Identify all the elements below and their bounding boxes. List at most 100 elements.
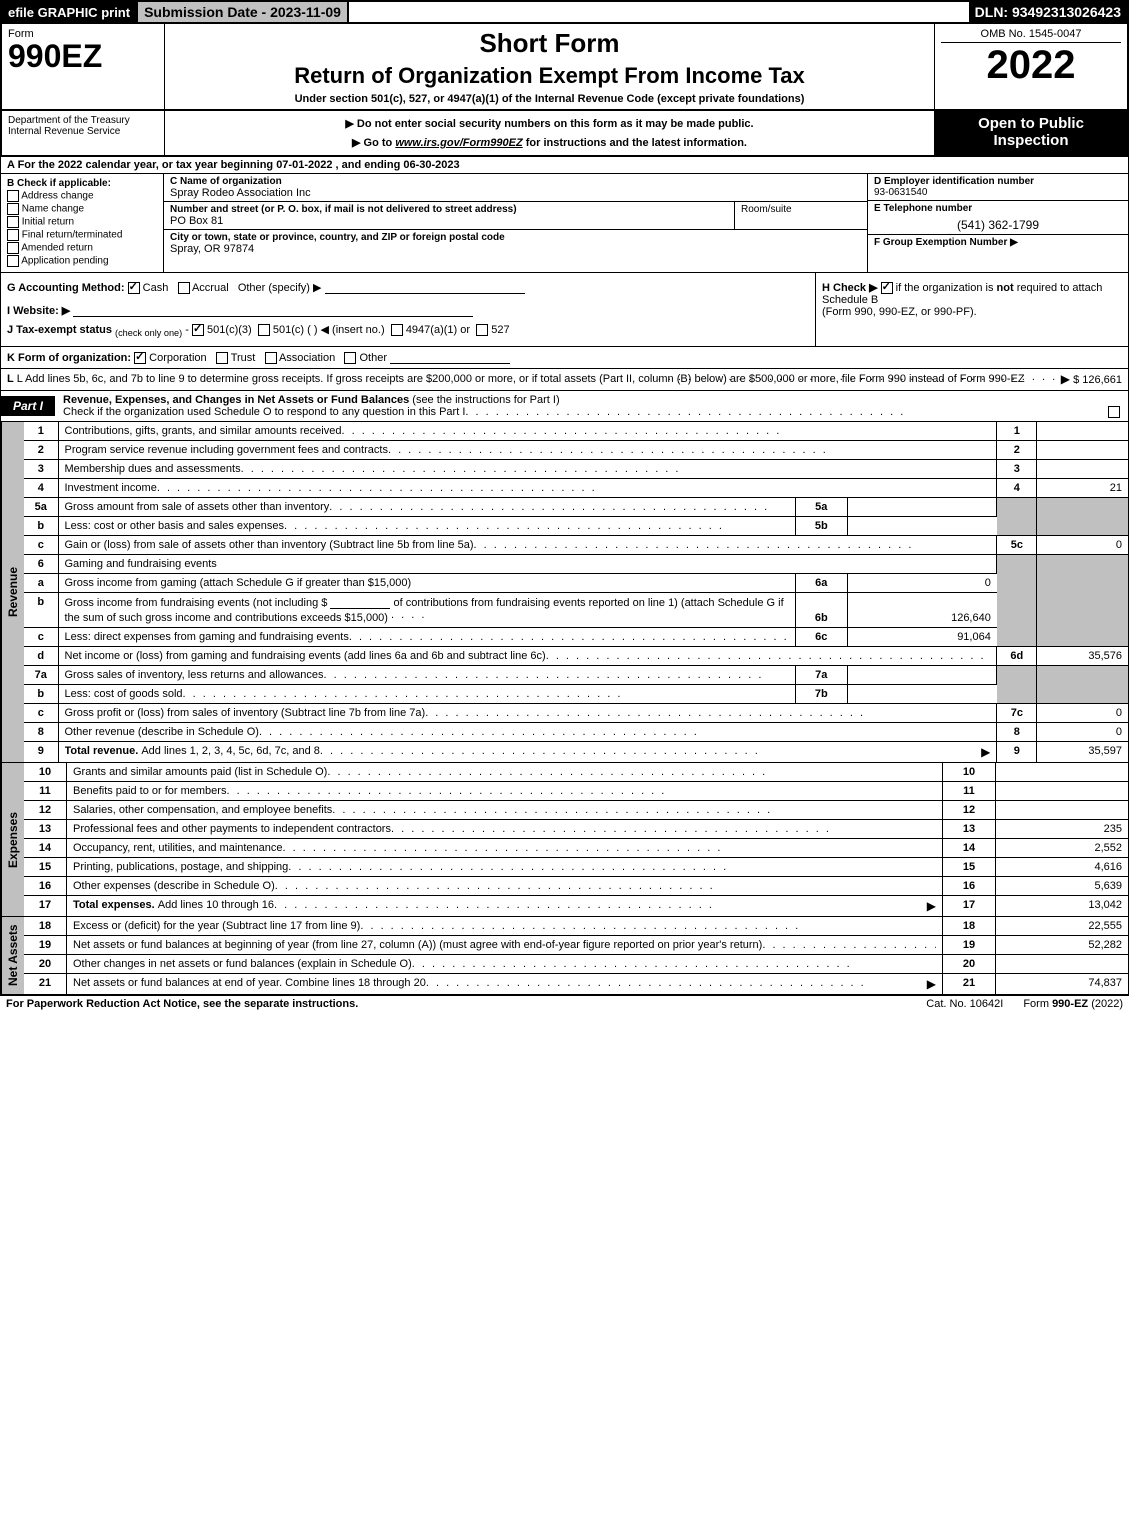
netassets-side-label: Net Assets xyxy=(1,917,24,994)
cat-no: Cat. No. 10642I xyxy=(906,998,1023,1010)
city-label: City or town, state or province, country… xyxy=(170,232,505,243)
line-8: 8 Other revenue (describe in Schedule O)… xyxy=(24,723,1128,742)
checkbox-application-pending[interactable] xyxy=(7,255,19,267)
open-to-public: Open to Public Inspection xyxy=(935,111,1127,155)
notice-2-post: for instructions and the latest informat… xyxy=(523,137,747,149)
checkbox-4947[interactable] xyxy=(391,324,403,336)
checkbox-corp[interactable] xyxy=(134,352,146,364)
city-value: Spray, OR 97874 xyxy=(170,243,254,255)
line-21: 21 Net assets or fund balances at end of… xyxy=(24,974,1128,995)
line-6d: d Net income or (loss) from gaming and f… xyxy=(24,647,1128,666)
form-number: 990EZ xyxy=(8,40,158,72)
irs-link[interactable]: www.irs.gov/Form990EZ xyxy=(395,137,522,149)
checkbox-527[interactable] xyxy=(476,324,488,336)
dln: DLN: 93492313026423 xyxy=(969,2,1127,22)
efile-prefix: efile xyxy=(8,5,38,20)
checkbox-final-return[interactable] xyxy=(7,229,19,241)
checkbox-cash[interactable] xyxy=(128,282,140,294)
section-gij: G Accounting Method: Cash Accrual Other … xyxy=(1,273,816,346)
efile-graphic: GRAPHIC xyxy=(38,5,98,20)
irs-label: Internal Revenue Service xyxy=(8,126,158,137)
row-l: L L Add lines 5b, 6c, and 7b to line 9 t… xyxy=(0,369,1129,391)
revenue-table: 1 Contributions, gifts, grants, and simi… xyxy=(24,422,1128,762)
section-b: B Check if applicable: Address change Na… xyxy=(1,174,164,272)
line-5a: 5a Gross amount from sale of assets othe… xyxy=(24,498,1128,517)
netassets-section: Net Assets 18 Excess or (deficit) for th… xyxy=(0,917,1129,995)
line-1: 1 Contributions, gifts, grants, and simi… xyxy=(24,422,1128,441)
line-14: 14 Occupancy, rent, utilities, and maint… xyxy=(24,839,1128,858)
part-1-label: Part I xyxy=(1,396,55,416)
form-ref: Form 990-EZ (2022) xyxy=(1023,998,1123,1010)
dept-treasury: Department of the Treasury Internal Reve… xyxy=(2,111,165,155)
line-17: 17 Total expenses. Add lines 10 through … xyxy=(24,896,1128,917)
checkbox-schedule-o[interactable] xyxy=(1108,406,1120,418)
efile-link[interactable]: efile GRAPHIC print xyxy=(2,2,136,22)
org-name: Spray Rodeo Association Inc xyxy=(170,187,311,199)
line-10: 10 Grants and similar amounts paid (list… xyxy=(24,763,1128,782)
tax-year: 2022 xyxy=(941,45,1121,85)
j-label: J Tax-exempt status xyxy=(7,324,115,336)
line-11: 11 Benefits paid to or for members 11 xyxy=(24,782,1128,801)
checkbox-501c3[interactable] xyxy=(192,324,204,336)
gh-row: G Accounting Method: Cash Accrual Other … xyxy=(0,273,1129,347)
form-990ez-page: efile GRAPHIC print Submission Date - 20… xyxy=(0,0,1129,1012)
line-7b: b Less: cost of goods sold 7b xyxy=(24,685,1128,704)
line-7c: c Gross profit or (loss) from sales of i… xyxy=(24,704,1128,723)
line-16: 16 Other expenses (describe in Schedule … xyxy=(24,877,1128,896)
line-3: 3 Membership dues and assessments 3 xyxy=(24,460,1128,479)
line-7a: 7a Gross sales of inventory, less return… xyxy=(24,666,1128,685)
ein-label: D Employer identification number xyxy=(874,176,1034,187)
g-label: G Accounting Method: xyxy=(7,282,128,294)
expenses-section: Expenses 10 Grants and similar amounts p… xyxy=(0,763,1129,917)
website-line xyxy=(73,304,473,317)
group-exemption-label: F Group Exemption Number ▶ xyxy=(874,237,1018,248)
header-subline: Under section 501(c), 527, or 4947(a)(1)… xyxy=(171,93,928,105)
line-12: 12 Salaries, other compensation, and emp… xyxy=(24,801,1128,820)
other-org-line xyxy=(390,351,510,364)
gross-receipts: $ 126,661 xyxy=(1073,374,1122,386)
netassets-table: 18 Excess or (deficit) for the year (Sub… xyxy=(24,917,1128,994)
header-left: Form 990EZ xyxy=(2,24,165,109)
checkbox-trust[interactable] xyxy=(216,352,228,364)
checkbox-501c[interactable] xyxy=(258,324,270,336)
line-6a: a Gross income from gaming (attach Sched… xyxy=(24,574,1128,593)
expenses-side-label: Expenses xyxy=(1,763,24,916)
phone-label: E Telephone number xyxy=(874,203,972,214)
paperwork-notice: For Paperwork Reduction Act Notice, see … xyxy=(6,998,906,1010)
entity-block: B Check if applicable: Address change Na… xyxy=(0,174,1129,273)
line-15: 15 Printing, publications, postage, and … xyxy=(24,858,1128,877)
notice-center: ▶ Do not enter social security numbers o… xyxy=(165,111,935,155)
short-form-title: Short Form xyxy=(171,28,928,59)
phone-value: (541) 362-1799 xyxy=(874,214,1122,232)
notice-row: Department of the Treasury Internal Reve… xyxy=(0,111,1129,157)
row-k: K Form of organization: Corporation Trus… xyxy=(0,347,1129,369)
line-9: 9 Total revenue. Add lines 1, 2, 3, 4, 5… xyxy=(24,742,1128,763)
page-footer: For Paperwork Reduction Act Notice, see … xyxy=(0,995,1129,1012)
return-title: Return of Organization Exempt From Incom… xyxy=(171,63,928,89)
revenue-section: Revenue 1 Contributions, gifts, grants, … xyxy=(0,422,1129,763)
part-1-header: Part I Revenue, Expenses, and Changes in… xyxy=(0,391,1129,422)
checkbox-name-change[interactable] xyxy=(7,203,19,215)
notice-1: ▶ Do not enter social security numbers o… xyxy=(171,117,928,130)
section-cde: C Name of organization Spray Rodeo Assoc… xyxy=(164,174,1128,272)
checkbox-other-org[interactable] xyxy=(344,352,356,364)
checkbox-assoc[interactable] xyxy=(265,352,277,364)
line-2: 2 Program service revenue including gove… xyxy=(24,441,1128,460)
other-specify-line xyxy=(325,281,525,294)
ein-value: 93-0631540 xyxy=(874,187,927,198)
line-6c: c Less: direct expenses from gaming and … xyxy=(24,628,1128,647)
line-6b: b Gross income from fundraising events (… xyxy=(24,593,1128,628)
line-6: 6 Gaming and fundraising events xyxy=(24,555,1128,574)
dept-label: Department of the Treasury xyxy=(8,115,158,126)
k-label: K Form of organization: xyxy=(7,352,134,364)
efile-print: print xyxy=(98,5,131,20)
row-a-tax-year: A For the 2022 calendar year, or tax yea… xyxy=(0,157,1129,174)
checkbox-address-change[interactable] xyxy=(7,190,19,202)
checkbox-initial-return[interactable] xyxy=(7,216,19,228)
h-label: H Check ▶ xyxy=(822,282,881,294)
header-right: OMB No. 1545-0047 2022 xyxy=(935,24,1127,109)
checkbox-amended-return[interactable] xyxy=(7,242,19,254)
section-h: H Check ▶ if the organization is not req… xyxy=(816,273,1128,346)
checkbox-h[interactable] xyxy=(881,282,893,294)
checkbox-accrual[interactable] xyxy=(178,282,190,294)
